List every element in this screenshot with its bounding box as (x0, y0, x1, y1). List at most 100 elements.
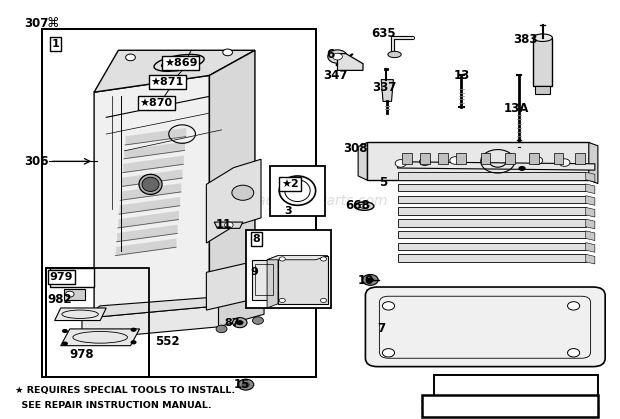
Polygon shape (480, 153, 490, 164)
Circle shape (236, 320, 244, 325)
Polygon shape (397, 254, 586, 262)
Circle shape (126, 54, 135, 61)
Circle shape (395, 160, 406, 167)
Polygon shape (438, 153, 448, 164)
Circle shape (232, 185, 254, 200)
Polygon shape (420, 153, 430, 164)
Circle shape (279, 298, 285, 303)
Text: 13: 13 (454, 69, 471, 82)
Circle shape (321, 257, 327, 261)
Text: 383: 383 (513, 33, 538, 47)
Text: 982: 982 (47, 293, 72, 306)
Polygon shape (252, 260, 276, 300)
Polygon shape (536, 86, 550, 94)
Polygon shape (554, 153, 564, 164)
Circle shape (130, 328, 136, 332)
Polygon shape (246, 230, 331, 308)
Polygon shape (55, 308, 106, 321)
Polygon shape (589, 142, 598, 184)
Polygon shape (397, 219, 586, 227)
Polygon shape (586, 172, 595, 182)
Text: ★871: ★871 (151, 77, 184, 87)
Polygon shape (337, 54, 363, 70)
Circle shape (238, 379, 254, 390)
Ellipse shape (142, 177, 159, 191)
Text: 8: 8 (252, 234, 260, 244)
Text: 13A: 13A (504, 102, 529, 116)
Polygon shape (397, 196, 586, 203)
Text: 307: 307 (24, 16, 48, 30)
Polygon shape (586, 231, 595, 241)
Polygon shape (50, 268, 94, 287)
Text: ⌘: ⌘ (46, 17, 59, 31)
Circle shape (66, 291, 74, 297)
Text: ★869: ★869 (164, 58, 197, 68)
Ellipse shape (360, 204, 369, 208)
Polygon shape (43, 29, 316, 377)
Circle shape (366, 277, 374, 282)
Text: 11: 11 (216, 217, 232, 231)
Text: 337: 337 (372, 81, 396, 95)
Circle shape (518, 166, 526, 171)
Polygon shape (267, 256, 328, 260)
Text: 87: 87 (224, 318, 240, 328)
Text: 306: 306 (24, 155, 49, 168)
Polygon shape (586, 219, 595, 229)
Text: 1: 1 (51, 39, 60, 49)
Polygon shape (206, 260, 261, 310)
Circle shape (450, 157, 461, 164)
Text: 7: 7 (377, 322, 385, 336)
Polygon shape (94, 75, 210, 327)
Circle shape (420, 158, 430, 166)
Circle shape (362, 274, 378, 285)
Text: 15: 15 (234, 378, 250, 391)
Circle shape (567, 302, 580, 310)
Polygon shape (397, 231, 586, 238)
Polygon shape (45, 268, 149, 377)
Circle shape (567, 349, 580, 357)
Polygon shape (434, 375, 598, 396)
Circle shape (279, 257, 285, 261)
Ellipse shape (533, 34, 552, 41)
Text: 979: 979 (50, 272, 73, 282)
Text: 1058 OWNER'S MANUAL: 1058 OWNER'S MANUAL (420, 399, 600, 412)
Polygon shape (82, 306, 218, 339)
FancyBboxPatch shape (365, 287, 605, 367)
Text: 3: 3 (284, 206, 291, 216)
Text: 1019 LABEL KIT: 1019 LABEL KIT (467, 380, 565, 391)
Circle shape (232, 318, 247, 328)
Circle shape (321, 298, 327, 303)
Text: 347: 347 (324, 69, 348, 82)
Polygon shape (367, 142, 589, 180)
Ellipse shape (355, 202, 374, 210)
Circle shape (383, 349, 394, 357)
Circle shape (242, 382, 250, 388)
Text: 308: 308 (343, 142, 368, 155)
Text: 635: 635 (371, 27, 396, 40)
Text: 10: 10 (358, 274, 374, 287)
Text: 6: 6 (327, 48, 335, 61)
Text: eReplacementParts.com: eReplacementParts.com (219, 194, 388, 208)
Polygon shape (218, 293, 264, 327)
Polygon shape (397, 172, 586, 180)
Polygon shape (456, 153, 466, 164)
Polygon shape (210, 50, 255, 310)
Circle shape (328, 50, 347, 63)
Circle shape (62, 329, 68, 333)
Text: 5: 5 (379, 176, 388, 189)
Circle shape (559, 159, 570, 166)
Text: ★870: ★870 (140, 98, 173, 108)
Polygon shape (505, 153, 515, 164)
Circle shape (62, 341, 68, 346)
Polygon shape (397, 184, 586, 191)
Ellipse shape (139, 174, 162, 194)
Circle shape (216, 325, 227, 333)
Polygon shape (215, 222, 243, 228)
Text: ★ REQUIRES SPECIAL TOOLS TO INSTALL.: ★ REQUIRES SPECIAL TOOLS TO INSTALL. (15, 386, 236, 395)
Polygon shape (422, 395, 598, 417)
Circle shape (223, 49, 232, 56)
Polygon shape (586, 184, 595, 194)
Text: ★2: ★2 (281, 179, 299, 189)
Polygon shape (381, 80, 393, 101)
Circle shape (333, 53, 342, 60)
